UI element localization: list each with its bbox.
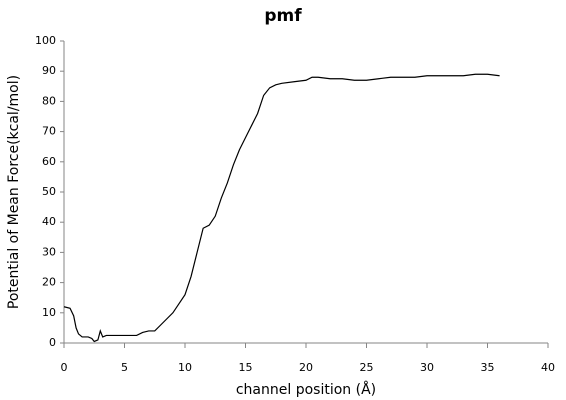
y-tick-label: 60 xyxy=(42,155,56,168)
y-axis-label: Potential of Mean Force(kcal/mol) xyxy=(6,75,22,309)
x-tick-label: 30 xyxy=(420,361,434,374)
x-tick-label: 15 xyxy=(239,361,253,374)
y-tick-label: 90 xyxy=(42,64,56,77)
x-tick-label: 0 xyxy=(61,361,68,374)
y-tick-label: 50 xyxy=(42,185,56,198)
x-tick-label: 35 xyxy=(481,361,495,374)
y-tick-label: 20 xyxy=(42,276,56,289)
chart-title: pmf xyxy=(264,6,302,26)
x-axis-label: channel position (Å) xyxy=(236,381,376,398)
y-tick-label: 0 xyxy=(49,336,56,349)
y-tick-label: 10 xyxy=(42,306,56,319)
x-tick-label: 10 xyxy=(178,361,192,374)
x-tick-label: 20 xyxy=(299,361,313,374)
y-tick-label: 70 xyxy=(42,125,56,138)
y-tick-label: 40 xyxy=(42,215,56,228)
data-line xyxy=(63,73,500,343)
y-tick-label: 100 xyxy=(35,34,56,47)
x-tick-label: 40 xyxy=(541,361,555,374)
x-tick-label: 5 xyxy=(121,361,128,374)
y-tick-label: 30 xyxy=(42,245,56,258)
x-tick-label: 25 xyxy=(360,361,374,374)
y-tick-label: 80 xyxy=(42,94,56,107)
